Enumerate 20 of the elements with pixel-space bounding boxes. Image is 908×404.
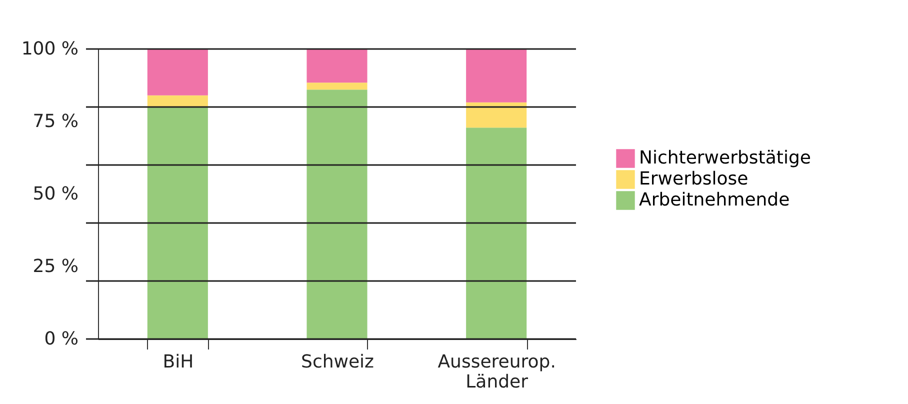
bar xyxy=(147,95,208,107)
y-tick-label: 50 % xyxy=(32,184,78,204)
y-tick-label: 0 % xyxy=(44,328,78,350)
bar xyxy=(466,128,527,339)
bar xyxy=(306,90,368,339)
bar xyxy=(306,49,368,83)
x-tick-label: Schweiz xyxy=(301,352,374,372)
bar xyxy=(306,82,368,90)
legend-label: Nichterwerbstätige xyxy=(639,148,811,168)
legend-label: Erwerbslose xyxy=(639,168,748,190)
y-tick-label: 25 % xyxy=(32,256,78,277)
bar xyxy=(147,49,208,96)
bar xyxy=(466,49,527,102)
y-tick-label: 75 % xyxy=(32,111,78,132)
bar xyxy=(147,107,208,339)
x-tick-label: Aussereurop. Länder xyxy=(438,352,556,392)
legend-label: Arbeitnehmende xyxy=(639,190,790,210)
bar xyxy=(466,102,527,128)
x-tick-label: BiH xyxy=(162,352,194,372)
y-tick-label: 100 % xyxy=(21,38,78,60)
